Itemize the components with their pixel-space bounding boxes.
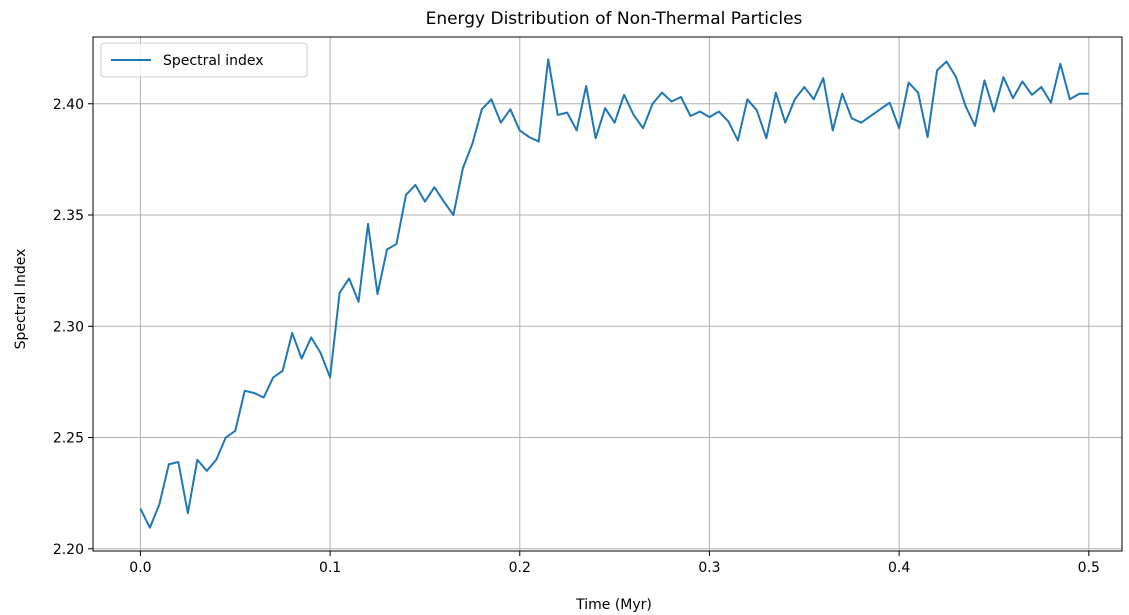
x-axis-label: Time (Myr) [575, 597, 652, 613]
y-tick-label: 2.20 [53, 542, 84, 558]
y-tick-label: 2.40 [53, 97, 84, 113]
y-axis-label: Spectral Index [13, 249, 29, 350]
x-tick-label: 0.2 [509, 560, 531, 576]
y-tick-label: 2.30 [53, 319, 84, 335]
x-tick-label: 0.3 [698, 560, 720, 576]
legend-label-spectral-index: Spectral index [163, 53, 264, 69]
plot-frame [92, 36, 1123, 552]
legend-box [100, 42, 308, 78]
chart-title: Energy Distribution of Non-Thermal Parti… [426, 9, 803, 29]
ticks: 0.0 0.1 0.2 0.3 0.4 0.5 2.20 2.25 2.30 2.35 2.40 [53, 97, 1100, 576]
x-tick-label: 0.1 [319, 560, 341, 576]
x-tick-label: 0.0 [129, 560, 151, 576]
series-layer [139, 58, 1089, 529]
x-tick-label: 0.5 [1078, 560, 1100, 576]
grid [93, 37, 1122, 551]
y-tick-label: 2.35 [53, 208, 84, 224]
legend: Spectral index [100, 42, 308, 78]
x-tick-label: 0.4 [888, 560, 910, 576]
y-tick-label: 2.25 [53, 431, 84, 447]
series-line-spectral-index [139, 58, 1089, 529]
